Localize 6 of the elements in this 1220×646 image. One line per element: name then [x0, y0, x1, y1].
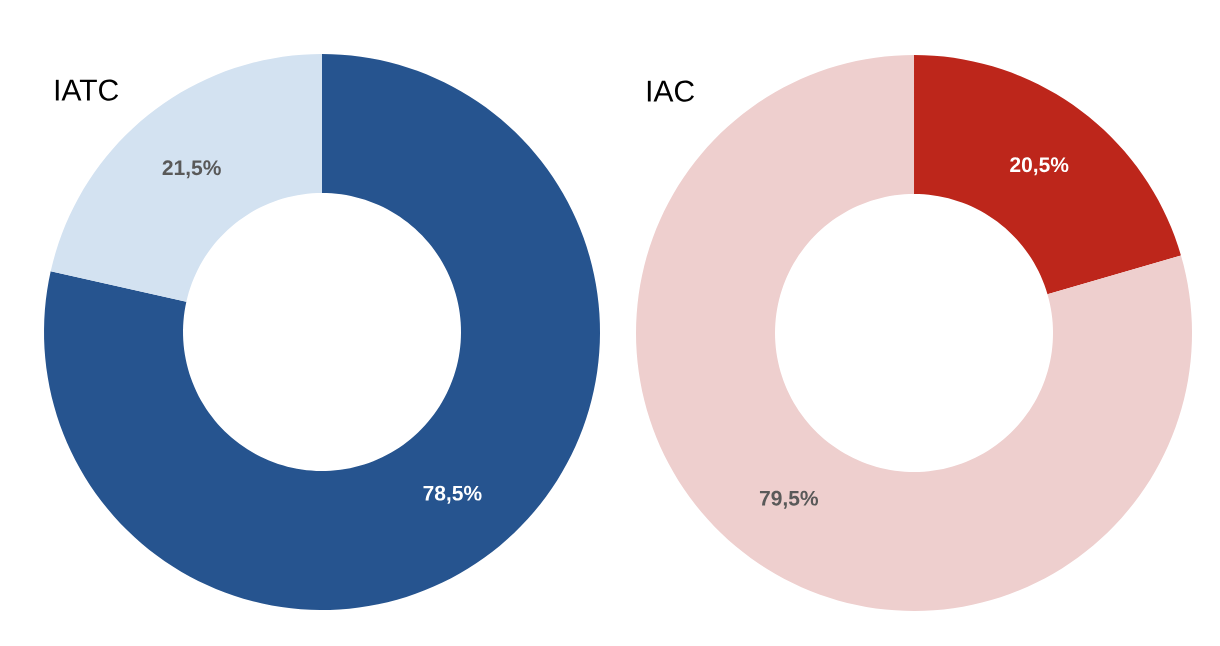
data-label: 21,5% — [162, 160, 221, 179]
text: IATC — [55, 79, 119, 101]
data-label: 20,5% — [1010, 157, 1069, 176]
data-label: 78,5% — [423, 485, 482, 504]
text: IAC — [647, 80, 694, 102]
data-label: 79,5% — [759, 490, 819, 509]
